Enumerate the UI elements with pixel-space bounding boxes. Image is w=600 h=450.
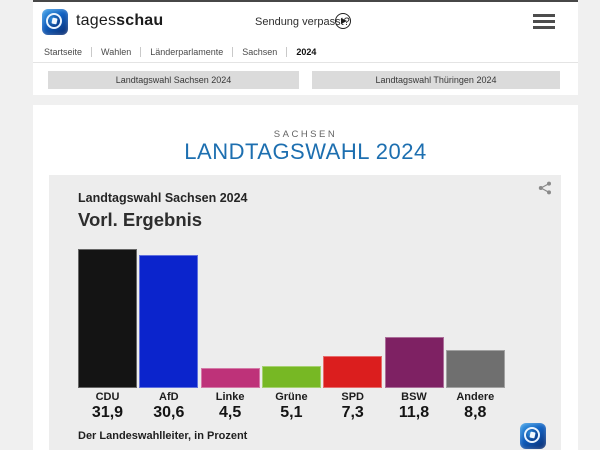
bar-cdu	[78, 248, 137, 388]
bar-label-spd: SPD	[341, 391, 364, 403]
divider	[33, 62, 578, 63]
chart-title: Landtagswahl Sachsen 2024	[78, 191, 248, 205]
bar-bsw	[384, 336, 444, 388]
hamburger-menu-icon[interactable]	[533, 14, 555, 30]
bar-label-afd: AfD	[159, 391, 179, 403]
tab-landtagswahl-sachsen[interactable]: Landtagswahl Sachsen 2024	[48, 71, 299, 89]
bar-spd	[323, 355, 383, 388]
chart-subtitle: Vorl. Ergebnis	[78, 209, 203, 230]
missed-show-link[interactable]: Sendung verpasst?	[255, 16, 350, 28]
header-card: tagesschau Sendung verpasst? Startseite …	[33, 0, 578, 95]
tagesschau-logo-icon[interactable]	[42, 9, 68, 35]
breadcrumb: Startseite Wahlen Länderparlamente Sachs…	[35, 43, 325, 61]
breadcrumb-laenderparlamente[interactable]: Länderparlamente	[140, 47, 232, 57]
bar-value-bsw: 11,8	[398, 404, 430, 421]
page-eyebrow: SACHSEN	[273, 129, 338, 140]
brand-suffix: schau	[116, 12, 164, 29]
bar-linke	[200, 367, 260, 388]
bar-value-andere: 8,8	[464, 404, 487, 421]
breadcrumb-sachsen[interactable]: Sachsen	[232, 47, 286, 57]
bar-value-grüne: 5,1	[280, 404, 303, 421]
brand-wordmark[interactable]: tagesschau	[76, 12, 163, 30]
bar-label-grüne: Grüne	[275, 391, 308, 403]
bar-label-bsw: BSW	[401, 391, 427, 403]
globe-icon	[46, 13, 62, 29]
bar-label-andere: Andere	[456, 391, 495, 403]
breadcrumb-2024[interactable]: 2024	[286, 47, 325, 57]
bar-value-afd: 30,6	[153, 404, 185, 421]
bar-label-linke: Linke	[215, 391, 245, 403]
bar-label-cdu: CDU	[95, 391, 120, 403]
play-icon[interactable]	[335, 13, 351, 29]
chart-source: Der Landeswahlleiter, in Prozent	[78, 430, 248, 442]
bar-grüne	[261, 365, 321, 388]
bar-value-cdu: 31,9	[91, 404, 124, 421]
globe-icon	[524, 427, 540, 443]
bar-value-linke: 4,5	[218, 404, 242, 421]
tagesschau-watermark-icon	[520, 423, 546, 449]
brand-prefix: tages	[76, 12, 117, 29]
bar-afd	[139, 254, 199, 388]
election-chart: Landtagswahl Sachsen 2024 Vorl. Ergebnis…	[49, 175, 561, 450]
bar-andere	[445, 349, 505, 388]
main-card: SACHSEN LANDTAGSWAHL 2024 Landtagswahl S…	[33, 105, 578, 450]
bar-value-spd: 7,3	[341, 404, 364, 421]
page-title: LANDTAGSWAHL 2024	[184, 139, 427, 164]
tab-landtagswahl-thueringen[interactable]: Landtagswahl Thüringen 2024	[312, 71, 560, 89]
share-icon[interactable]	[538, 181, 552, 195]
breadcrumb-startseite[interactable]: Startseite	[44, 47, 83, 57]
breadcrumb-wahlen[interactable]: Wahlen	[91, 47, 140, 57]
